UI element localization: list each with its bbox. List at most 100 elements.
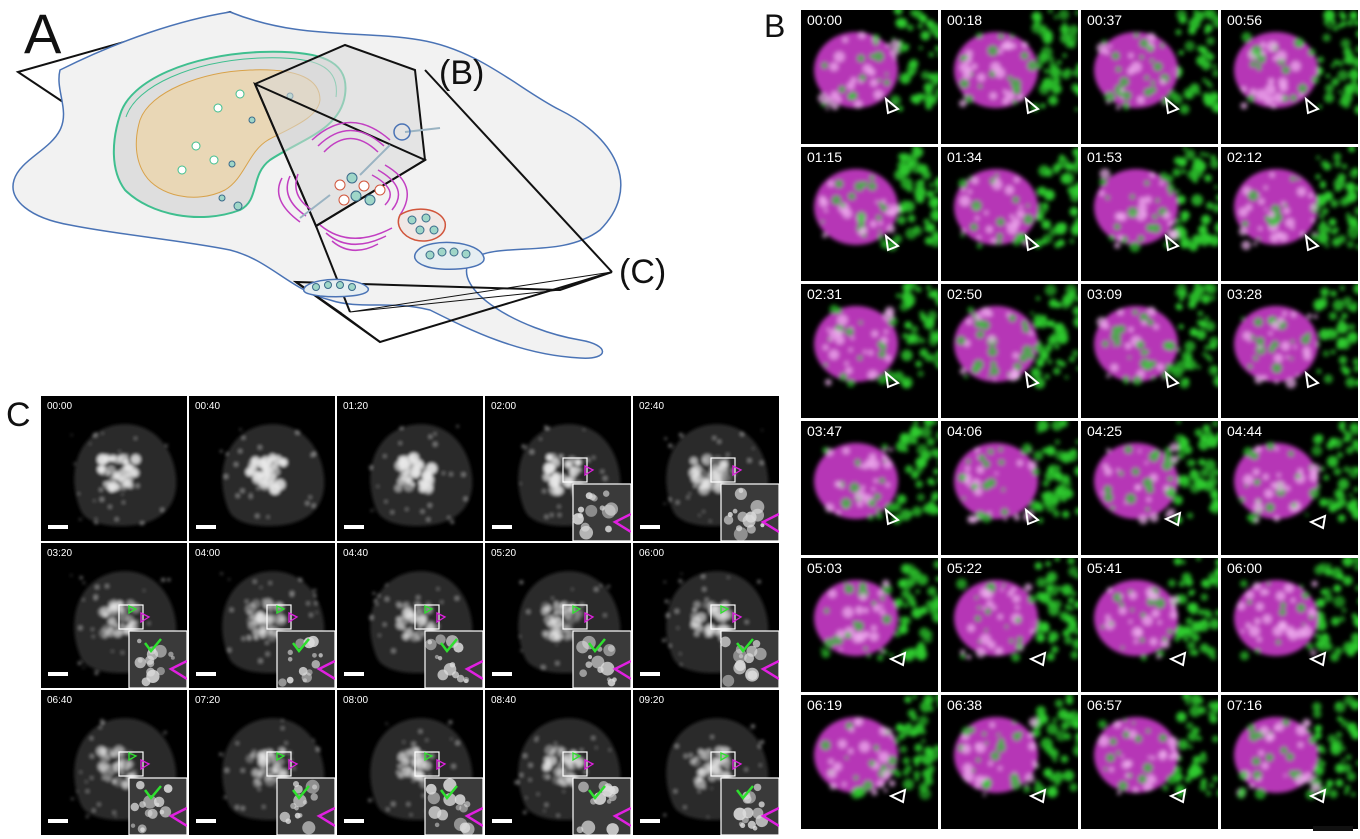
arrowhead-marker	[1308, 514, 1327, 530]
magenta-arrowhead	[584, 464, 595, 477]
timelapse-frame: 06:57	[1081, 695, 1218, 829]
scale-bar	[492, 672, 512, 676]
frame-image	[814, 284, 938, 389]
timelapse-frame: 06:00	[1221, 558, 1358, 692]
magenta-arrowhead	[288, 758, 299, 771]
frame-image	[954, 147, 1078, 252]
magenta-inset-arrowhead	[168, 659, 187, 681]
arrowhead-marker	[884, 507, 900, 526]
green-arrowhead	[276, 605, 286, 615]
frame-image	[368, 424, 473, 526]
timelapse-frame: 06:38	[941, 695, 1078, 829]
timelapse-frame: 04:40	[337, 543, 483, 688]
timestamp-label: 06:38	[947, 697, 983, 713]
timestamp-label: 01:15	[807, 149, 843, 165]
arrowhead-marker	[1164, 233, 1180, 252]
green-inset-arrowhead	[292, 785, 310, 801]
green-inset-arrowhead	[144, 785, 162, 801]
frame-image	[814, 560, 938, 667]
green-arrowhead	[572, 605, 582, 615]
frame-image	[1094, 147, 1218, 253]
arrowhead-marker	[1304, 96, 1320, 115]
green-inset-arrowhead	[588, 638, 606, 654]
frame-image	[662, 571, 779, 688]
frame-image	[663, 718, 779, 835]
timelapse-frame: 06:19	[801, 695, 938, 829]
timestamp-label: 04:25	[1087, 423, 1123, 439]
timelapse-frame: 00:40	[189, 396, 335, 541]
timestamp-label: 06:57	[1087, 697, 1123, 713]
green-inset-arrowhead	[736, 638, 754, 654]
timelapse-frame: 00:00	[41, 396, 187, 541]
scale-bar	[196, 672, 216, 676]
scale-bar	[48, 525, 68, 529]
scale-bar	[48, 819, 68, 823]
arrowhead-marker	[1024, 370, 1040, 389]
scale-bar	[344, 525, 364, 529]
frame-image	[814, 695, 938, 804]
scale-bar	[1313, 826, 1353, 831]
magenta-inset-arrowhead	[612, 512, 631, 534]
timelapse-frame: 01:34	[941, 147, 1078, 281]
magenta-inset-arrowhead	[612, 806, 631, 828]
arrowhead-marker	[1308, 788, 1327, 804]
arrowhead-marker	[1164, 370, 1180, 389]
frame-image	[814, 147, 938, 252]
timestamp-label: 06:40	[47, 695, 73, 706]
timelapse-frame: 08:00	[337, 690, 483, 835]
magenta-arrowhead	[732, 464, 743, 477]
timelapse-frame: 01:15	[801, 147, 938, 281]
roi-box	[562, 457, 588, 483]
arrowhead-marker	[1028, 788, 1047, 804]
arrowhead-marker	[884, 370, 900, 389]
frame-image	[1094, 421, 1218, 527]
timelapse-frame: 03:09	[1081, 284, 1218, 418]
timestamp-label: 02:12	[1227, 149, 1263, 165]
golgi	[277, 121, 408, 251]
green-arrowhead	[276, 752, 286, 762]
frame-image	[1234, 147, 1358, 252]
roi-box	[266, 604, 292, 630]
timelapse-frame: 02:31	[801, 284, 938, 418]
frame-image	[1094, 695, 1218, 804]
scale-bar	[344, 672, 364, 676]
timelapse-frame: 04:25	[1081, 421, 1218, 555]
frame-image	[1234, 284, 1358, 389]
timelapse-frame: 06:40	[41, 690, 187, 835]
arrowhead-marker	[1168, 788, 1187, 804]
roi-box	[710, 604, 736, 630]
timelapse-frame: 04:00	[189, 543, 335, 688]
magenta-arrowhead	[140, 611, 151, 624]
magenta-inset-arrowhead	[316, 806, 335, 828]
magenta-arrowhead	[436, 611, 447, 624]
magenta-arrowhead	[584, 758, 595, 771]
frame-image	[70, 571, 187, 688]
arrowhead-marker	[1028, 651, 1047, 667]
scale-bar	[344, 819, 364, 823]
timelapse-frame: 03:20	[41, 543, 187, 688]
timestamp-label: 09:20	[639, 695, 665, 706]
panel-c-timelapse: 00:00 00:40 01:20 02:00 02:40 03:20 04:00 04:40…	[41, 396, 784, 837]
frame-image	[70, 424, 177, 526]
roi-box	[414, 604, 440, 630]
green-arrowhead	[128, 752, 138, 762]
timestamp-label: 02:00	[491, 401, 517, 412]
arrowhead-marker	[1168, 651, 1187, 667]
timestamp-label: 08:00	[343, 695, 369, 706]
timestamp-label: 03:20	[47, 548, 73, 559]
arrowhead-marker	[1304, 233, 1320, 252]
green-arrowhead	[720, 752, 730, 762]
scale-bar	[196, 525, 216, 529]
frame-image	[1234, 695, 1358, 804]
frame-image	[219, 424, 325, 526]
magenta-arrowhead	[584, 611, 595, 624]
timelapse-frame: 06:00	[633, 543, 779, 688]
roi-box	[710, 457, 736, 483]
timelapse-frame: 05:41	[1081, 558, 1218, 692]
frame-image	[814, 421, 938, 526]
magenta-inset-arrowhead	[316, 659, 335, 681]
frame-image	[71, 718, 187, 835]
arrowhead-marker	[884, 96, 900, 115]
green-inset-arrowhead	[440, 638, 458, 654]
magenta-inset-arrowhead	[464, 806, 483, 828]
